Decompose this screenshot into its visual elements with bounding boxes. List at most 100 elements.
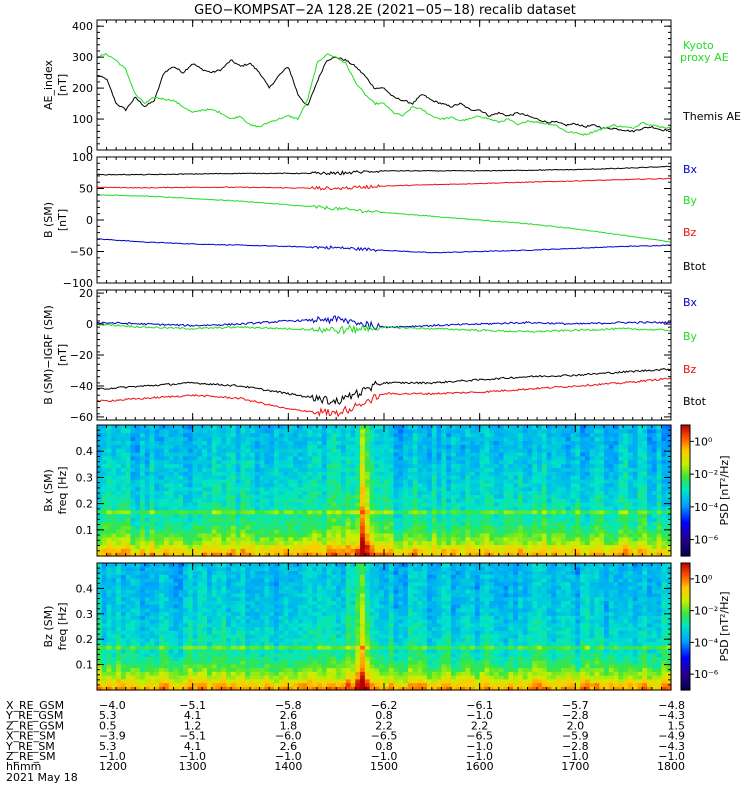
spectrogram-cell — [398, 517, 403, 521]
spectrogram-cell — [288, 440, 293, 444]
spectrogram-cell — [121, 433, 126, 437]
spectrogram-cell — [140, 487, 145, 491]
spectrogram-cell — [331, 433, 336, 437]
spectrogram-cell — [575, 514, 580, 518]
spectrogram-cell — [480, 525, 485, 529]
spectrogram-cell — [188, 541, 193, 545]
spectrogram-cell — [130, 464, 135, 468]
spectrogram-cell — [317, 491, 322, 495]
spectrogram-cell — [341, 440, 346, 444]
spectrogram-cell — [317, 448, 322, 452]
spectrogram-cell — [513, 452, 518, 456]
spectrogram-cell — [351, 460, 356, 464]
spectrogram-cell — [638, 506, 643, 510]
spectrogram-cell — [523, 448, 528, 452]
spectrogram-cell — [614, 491, 619, 495]
spectrogram-cell — [652, 537, 657, 541]
spectrogram-cell — [298, 514, 303, 518]
spectrogram-cell — [575, 483, 580, 487]
spectrogram-cell — [250, 491, 255, 495]
spectrogram-cell — [604, 456, 609, 460]
spectrogram-cell — [590, 444, 595, 448]
spectrogram-cell — [537, 529, 542, 533]
y-tick-label: 300 — [72, 51, 93, 64]
spectrogram-cell — [284, 498, 289, 502]
spectrogram-cell — [317, 487, 322, 491]
spectrogram-cell — [499, 433, 504, 437]
spectrogram-cell — [542, 464, 547, 468]
spectrogram-cell — [604, 491, 609, 495]
spectrogram-cell — [255, 471, 260, 475]
spectrogram-cell — [403, 502, 408, 506]
spectrogram-cell — [647, 494, 652, 498]
spectrogram-cell — [188, 475, 193, 479]
spectrogram-cell — [417, 487, 422, 491]
spectrogram-cell — [571, 452, 576, 456]
spectrogram-cell — [231, 444, 236, 448]
spectrogram-cell — [513, 521, 518, 525]
y-axis-unit: [nT] — [56, 74, 69, 96]
spectrogram-cell — [293, 548, 298, 552]
spectrogram-cell — [107, 471, 112, 475]
spectrogram-cell — [351, 456, 356, 460]
spectrogram-cell — [446, 460, 451, 464]
spectrogram-cell — [408, 548, 413, 552]
spectrogram-cell — [322, 510, 327, 514]
spectrogram-cell — [537, 471, 542, 475]
spectrogram-cell — [408, 433, 413, 437]
spectrogram-cell — [269, 487, 274, 491]
spectrogram-cell — [489, 529, 494, 533]
spectrogram-cell — [327, 491, 332, 495]
spectrogram-cell — [585, 460, 590, 464]
spectrogram-cell — [575, 494, 580, 498]
spectrogram-cell — [384, 529, 389, 533]
spectrogram-cell — [274, 533, 279, 537]
spectrogram-cell — [499, 460, 504, 464]
spectrogram-cell — [130, 506, 135, 510]
spectrogram-cell — [164, 479, 169, 483]
spectrogram-cell — [389, 452, 394, 456]
spectrogram-cell — [221, 444, 226, 448]
spectrogram-cell — [250, 433, 255, 437]
spectrogram-cell — [193, 529, 198, 533]
spectrogram-cell — [413, 440, 418, 444]
spectrogram-cell — [475, 440, 480, 444]
spectrogram-cell — [489, 429, 494, 433]
spectrogram-cell — [236, 429, 241, 433]
spectrogram-cell — [111, 544, 116, 548]
spectrogram-cell — [269, 429, 274, 433]
spectrogram-cell — [642, 440, 647, 444]
spectrogram-cell — [580, 464, 585, 468]
spectrogram-cell — [599, 502, 604, 506]
spectrogram-cell — [126, 479, 131, 483]
spectrogram-cell — [470, 452, 475, 456]
spectrogram-cell — [269, 452, 274, 456]
spectrogram-cell — [523, 464, 528, 468]
spectrogram-cell — [571, 467, 576, 471]
spectrogram-cell — [456, 498, 461, 502]
spectrogram-cell — [537, 429, 542, 433]
spectrogram-cell — [384, 491, 389, 495]
spectrogram-cell — [212, 521, 217, 525]
legend-label: Themis AE — [682, 110, 741, 123]
spectrogram-cell — [566, 514, 571, 518]
spectrogram-cell — [394, 479, 399, 483]
spectrogram-cell — [518, 433, 523, 437]
spectrogram-cell — [250, 464, 255, 468]
spectrogram-cell — [441, 452, 446, 456]
spectrogram-cell — [623, 460, 628, 464]
spectrogram-cell — [628, 479, 633, 483]
spectrogram-cell — [561, 433, 566, 437]
spectrogram-cell — [580, 548, 585, 552]
spectrogram-cell — [288, 533, 293, 537]
spectrogram-cell — [312, 498, 317, 502]
spectrogram-cell — [307, 517, 312, 521]
spectrogram-cell — [566, 491, 571, 495]
spectrogram-cell — [341, 514, 346, 518]
spectrogram-cell — [212, 479, 217, 483]
spectrogram-cell — [355, 456, 360, 460]
spectrogram-cell — [599, 544, 604, 548]
spectrogram-cell — [279, 510, 284, 514]
